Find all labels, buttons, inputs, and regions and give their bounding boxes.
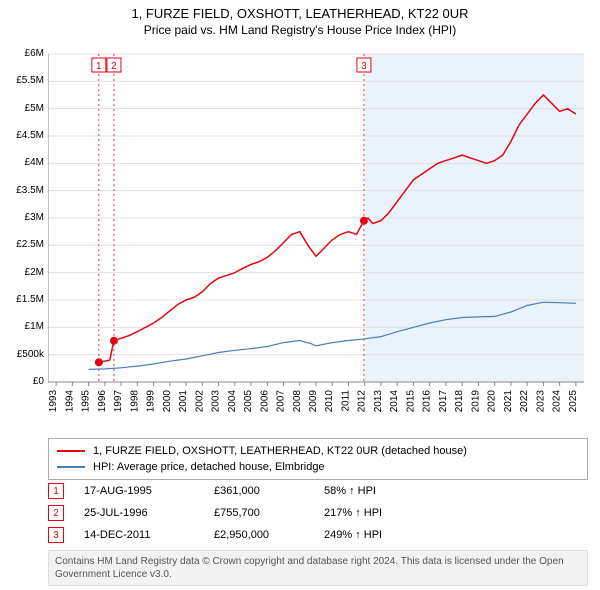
svg-text:2003: 2003	[211, 390, 222, 413]
sale-marker: 1	[48, 483, 64, 499]
sale-row: 1 17-AUG-1995 £361,000 58% ↑ HPI	[48, 480, 588, 502]
y-axis-label: £3.5M	[0, 185, 44, 196]
legend-item: HPI: Average price, detached house, Elmb…	[57, 459, 579, 475]
svg-text:2025: 2025	[568, 390, 579, 413]
y-axis-label: £500k	[0, 349, 44, 360]
sale-row: 2 25-JUL-1996 £755,700 217% ↑ HPI	[48, 502, 588, 524]
svg-text:2009: 2009	[308, 390, 319, 413]
page-title: 1, FURZE FIELD, OXSHOTT, LEATHERHEAD, KT…	[0, 6, 600, 21]
svg-text:1995: 1995	[81, 390, 92, 413]
svg-text:2005: 2005	[243, 390, 254, 413]
svg-text:2024: 2024	[552, 390, 563, 413]
svg-text:2023: 2023	[535, 390, 546, 413]
svg-text:2008: 2008	[292, 390, 303, 413]
legend-item: 1, FURZE FIELD, OXSHOTT, LEATHERHEAD, KT…	[57, 443, 579, 459]
y-axis-label: £1.5M	[0, 294, 44, 305]
svg-text:2018: 2018	[454, 390, 465, 413]
y-axis-label: £1M	[0, 321, 44, 332]
y-axis-label: £4.5M	[0, 130, 44, 141]
svg-text:2014: 2014	[389, 390, 400, 413]
legend-swatch	[57, 466, 85, 468]
svg-text:2019: 2019	[470, 390, 481, 413]
svg-text:2002: 2002	[194, 390, 205, 413]
svg-text:2016: 2016	[422, 390, 433, 413]
svg-text:2017: 2017	[438, 390, 449, 413]
svg-text:2007: 2007	[276, 390, 287, 413]
svg-text:2: 2	[111, 61, 117, 72]
y-axis-label: £4M	[0, 157, 44, 168]
sale-pct: 58% ↑ HPI	[324, 485, 454, 497]
y-axis-label: £0	[0, 376, 44, 387]
sale-price: £755,700	[214, 507, 304, 519]
svg-text:2021: 2021	[503, 390, 514, 413]
sale-marker: 3	[48, 527, 64, 543]
legend: 1, FURZE FIELD, OXSHOTT, LEATHERHEAD, KT…	[48, 438, 588, 480]
svg-text:1994: 1994	[64, 390, 75, 413]
svg-text:1997: 1997	[113, 390, 124, 413]
svg-text:1: 1	[96, 61, 102, 72]
svg-text:1999: 1999	[146, 390, 157, 413]
sale-price: £2,950,000	[214, 529, 304, 541]
sale-date: 17-AUG-1995	[84, 485, 194, 497]
y-axis-label: £2.5M	[0, 239, 44, 250]
svg-text:2013: 2013	[373, 390, 384, 413]
svg-text:2004: 2004	[227, 390, 238, 413]
sale-marker: 2	[48, 505, 64, 521]
sale-date: 25-JUL-1996	[84, 507, 194, 519]
svg-text:1993: 1993	[48, 390, 59, 413]
svg-text:2000: 2000	[162, 390, 173, 413]
svg-text:1996: 1996	[97, 390, 108, 413]
svg-text:2015: 2015	[405, 390, 416, 413]
svg-text:2010: 2010	[324, 390, 335, 413]
svg-text:2022: 2022	[519, 390, 530, 413]
sale-date: 14-DEC-2011	[84, 529, 194, 541]
svg-text:2020: 2020	[487, 390, 498, 413]
svg-text:2001: 2001	[178, 390, 189, 413]
sale-pct: 217% ↑ HPI	[324, 507, 454, 519]
y-axis-label: £6M	[0, 48, 44, 59]
svg-text:2011: 2011	[340, 390, 351, 412]
sale-row: 3 14-DEC-2011 £2,950,000 249% ↑ HPI	[48, 524, 588, 546]
legend-swatch	[57, 450, 85, 452]
y-axis-label: £5M	[0, 103, 44, 114]
y-axis-label: £3M	[0, 212, 44, 223]
legend-label: 1, FURZE FIELD, OXSHOTT, LEATHERHEAD, KT…	[93, 443, 467, 459]
y-axis-label: £5.5M	[0, 75, 44, 86]
svg-text:1998: 1998	[129, 390, 140, 413]
sale-pct: 249% ↑ HPI	[324, 529, 454, 541]
page-subtitle: Price paid vs. HM Land Registry's House …	[0, 23, 600, 37]
svg-text:3: 3	[361, 61, 367, 72]
svg-text:2006: 2006	[259, 390, 270, 413]
attribution: Contains HM Land Registry data © Crown c…	[48, 550, 588, 586]
y-axis-label: £2M	[0, 267, 44, 278]
svg-text:2012: 2012	[357, 390, 368, 413]
sale-price: £361,000	[214, 485, 304, 497]
price-chart: 1993 1994 1995 1996 1997 1998 1999 2000 2001 2002…	[48, 48, 588, 428]
legend-label: HPI: Average price, detached house, Elmb…	[93, 459, 325, 475]
sales-table: 1 17-AUG-1995 £361,000 58% ↑ HPI 2 25-JUL-199…	[48, 480, 588, 546]
